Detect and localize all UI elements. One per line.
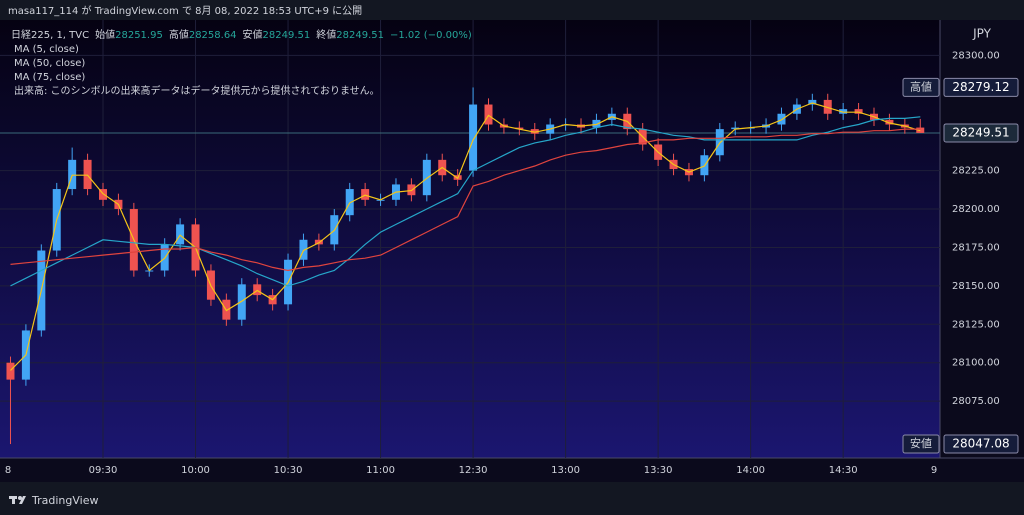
y-tick-label: 28100.00 bbox=[952, 358, 1000, 369]
x-tick-label: 14:00 bbox=[736, 465, 765, 476]
x-tick-label: 10:30 bbox=[274, 465, 303, 476]
x-tick-label: 13:30 bbox=[644, 465, 673, 476]
candle-body bbox=[99, 189, 107, 200]
x-tick-label: 14:30 bbox=[829, 465, 858, 476]
y-tick-label: 28175.00 bbox=[952, 242, 1000, 253]
candle-body bbox=[823, 99, 832, 114]
low-tag-label: 安値 bbox=[910, 437, 932, 450]
legend-text: 終値 bbox=[316, 28, 336, 41]
date-label: 8 bbox=[5, 465, 11, 476]
legend-text: 28251.95 bbox=[115, 30, 163, 41]
legend-item: MA (50, close) bbox=[14, 58, 85, 69]
brand: TradingView bbox=[31, 494, 98, 507]
time-axis bbox=[0, 458, 1024, 482]
y-tick-label: 28225.00 bbox=[952, 166, 1000, 177]
candle-body bbox=[484, 104, 493, 125]
candle-body bbox=[6, 362, 15, 380]
candle-body bbox=[592, 119, 601, 128]
date-label: 9 bbox=[931, 465, 937, 476]
candle-body bbox=[407, 184, 416, 196]
legend-text: 高値 bbox=[169, 28, 189, 41]
x-tick-label: 13:00 bbox=[551, 465, 580, 476]
legend-text: 安値 bbox=[243, 28, 263, 41]
candle-body bbox=[808, 99, 817, 105]
legend-item: MA (75, close) bbox=[14, 72, 85, 83]
x-tick-label: 11:00 bbox=[366, 465, 395, 476]
ma-line bbox=[10, 116, 921, 287]
last-value: 28249.51 bbox=[952, 125, 1009, 139]
candle-body bbox=[299, 239, 308, 260]
low-badge bbox=[943, 434, 1019, 454]
y-tick-label: 28200.00 bbox=[952, 204, 1000, 215]
candle-body bbox=[839, 109, 848, 114]
candle-body bbox=[422, 159, 431, 196]
candle-body bbox=[68, 159, 77, 190]
y-tick-label: 28075.00 bbox=[952, 396, 1000, 407]
candle-body bbox=[515, 127, 524, 130]
ma-line bbox=[10, 102, 921, 371]
legend-text: 28258.64 bbox=[189, 30, 237, 41]
candle-body bbox=[361, 189, 370, 200]
legend-text: 28249.51 bbox=[263, 30, 311, 41]
candle-body bbox=[83, 159, 92, 190]
x-tick-label: 12:30 bbox=[459, 465, 488, 476]
candle-body bbox=[854, 109, 863, 114]
last-badge bbox=[943, 123, 1019, 143]
candle-body bbox=[253, 284, 262, 296]
high-badge bbox=[943, 77, 1019, 97]
y-tick-label: 28300.00 bbox=[952, 50, 1000, 61]
legend-text: 始値 bbox=[95, 28, 115, 41]
page-title: masa117_114 が TradingView.com で 8月 08, 2… bbox=[8, 4, 362, 17]
high-tag bbox=[902, 77, 940, 97]
legend-item: MA (5, close) bbox=[14, 44, 79, 55]
y-tick-label: 28125.00 bbox=[952, 319, 1000, 330]
candle-body bbox=[237, 284, 246, 320]
candle-body bbox=[345, 189, 354, 216]
candle-body bbox=[885, 119, 894, 125]
x-tick-label: 09:30 bbox=[89, 465, 118, 476]
candle-body bbox=[777, 113, 786, 125]
top-bar bbox=[0, 0, 1024, 20]
candle-body bbox=[731, 127, 740, 130]
high-tag-label: 高値 bbox=[910, 79, 932, 93]
low-value: 28047.08 bbox=[952, 437, 1009, 451]
legend-text: −1.02 (−0.00%) bbox=[390, 30, 472, 41]
tv-logo bbox=[9, 496, 26, 504]
low-tag bbox=[902, 434, 940, 454]
ma-line bbox=[10, 128, 921, 272]
y-tick-label: 28150.00 bbox=[952, 281, 1000, 292]
candle-body bbox=[469, 104, 478, 171]
volume-note: 出来高: このシンボルの出来高データはデータ提供元から提供されておりません。 bbox=[14, 84, 380, 97]
candle-body bbox=[176, 224, 185, 245]
bottom-bar bbox=[0, 482, 1024, 515]
plot-area bbox=[0, 20, 940, 458]
high-value: 28279.12 bbox=[952, 80, 1009, 94]
y-unit: JPY bbox=[972, 27, 992, 41]
plot bbox=[0, 20, 940, 458]
legend-text: 日経225, 1, TVC bbox=[11, 28, 89, 41]
x-tick-label: 10:00 bbox=[181, 465, 210, 476]
legend-text: 28249.51 bbox=[336, 30, 384, 41]
candle-body bbox=[530, 129, 539, 134]
legend-ohlc: 日経225, 1, TVC 始値28251.95 高値28258.64 安値28249… bbox=[11, 28, 472, 41]
